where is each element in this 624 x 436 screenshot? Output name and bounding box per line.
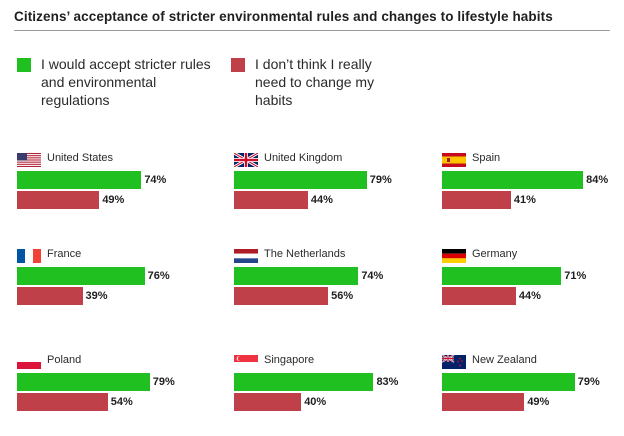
panel-france: France 76% 39% (17, 248, 207, 319)
bar-change-new-zealand (442, 393, 525, 411)
value-label-change-germany: 44% (518, 290, 541, 302)
netherlands-flag-icon (234, 249, 258, 263)
title-divider (14, 30, 610, 31)
bar-change-united-kingdom (234, 191, 308, 209)
bar-accept-united-states (17, 171, 142, 189)
legend-swatch-change (231, 58, 245, 72)
bar-accept-united-kingdom (234, 171, 367, 189)
value-label-accept-singapore: 83% (376, 376, 399, 388)
country-label-spain: Spain (472, 152, 501, 164)
chart-title: Citizens’ acceptance of stricter environ… (14, 9, 553, 24)
value-label-change-united-states: 49% (102, 194, 125, 206)
country-label-singapore: Singapore (264, 354, 315, 366)
us-flag-icon (17, 153, 41, 167)
country-label-the-netherlands: The Netherlands (264, 248, 346, 260)
value-label-change-new-zealand: 49% (527, 396, 550, 408)
value-label-accept-united-states: 74% (144, 174, 167, 186)
panel-new-zealand: New Zealand 79% 49% (442, 354, 624, 425)
value-label-change-singapore: 40% (304, 396, 327, 408)
value-label-accept-united-kingdom: 79% (369, 174, 392, 186)
bar-change-the-netherlands (234, 287, 329, 305)
germany-flag-icon (442, 249, 466, 263)
spain-flag-icon (442, 153, 466, 167)
panel-the-netherlands: The Netherlands 74% 56% (234, 248, 424, 319)
panel-poland: Poland 79% 54% (17, 354, 207, 425)
new-zealand-flag-icon (442, 355, 466, 369)
value-label-change-france: 39% (85, 290, 108, 302)
france-flag-icon (17, 249, 41, 263)
value-label-accept-poland: 79% (152, 376, 175, 388)
poland-flag-icon (17, 355, 41, 369)
country-label-united-kingdom: United Kingdom (264, 152, 343, 164)
value-label-accept-new-zealand: 79% (577, 376, 600, 388)
country-label-germany: Germany (472, 248, 518, 260)
country-label-france: France (47, 248, 82, 260)
legend-label-accept: I would accept stricter rules and enviro… (41, 56, 211, 108)
value-label-change-united-kingdom: 44% (310, 194, 333, 206)
bar-accept-poland (17, 373, 150, 391)
value-label-accept-france: 76% (147, 270, 170, 282)
panel-spain: Spain 84% 41% (442, 152, 624, 223)
value-label-change-the-netherlands: 56% (331, 290, 354, 302)
value-label-change-spain: 41% (513, 194, 536, 206)
value-label-accept-spain: 84% (586, 174, 609, 186)
bar-accept-france (17, 267, 145, 285)
legend-label-change: I don’t think I really need to change my… (255, 56, 375, 108)
singapore-flag-icon (234, 355, 258, 369)
panel-singapore: Singapore 83% 40% (234, 354, 424, 425)
bar-change-france (17, 287, 83, 305)
value-label-accept-germany: 71% (564, 270, 587, 282)
bar-change-spain (442, 191, 511, 209)
panel-germany: Germany 71% 44% (442, 248, 624, 319)
bar-accept-spain (442, 171, 584, 189)
bar-change-germany (442, 287, 516, 305)
bar-change-poland (17, 393, 108, 411)
bar-accept-the-netherlands (234, 267, 359, 285)
value-label-change-poland: 54% (110, 396, 133, 408)
value-label-accept-the-netherlands: 74% (361, 270, 384, 282)
bar-accept-new-zealand (442, 373, 575, 391)
panel-united-kingdom: United Kingdom 79% 44% (234, 152, 424, 223)
legend-swatch-accept (17, 58, 31, 72)
panel-united-states: United States 74% 49% (17, 152, 207, 223)
bar-change-united-states (17, 191, 100, 209)
country-label-poland: Poland (47, 354, 82, 366)
country-label-new-zealand: New Zealand (472, 354, 537, 366)
bar-change-singapore (234, 393, 302, 411)
bar-accept-germany (442, 267, 562, 285)
bar-accept-singapore (234, 373, 374, 391)
country-label-united-states: United States (47, 152, 114, 164)
uk-flag-icon (234, 153, 258, 167)
